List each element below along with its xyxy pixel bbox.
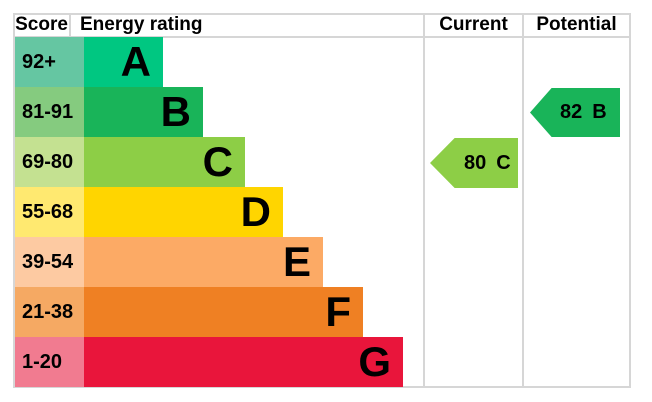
band-c-score-range: 69-80: [15, 137, 84, 187]
potential-rating-value: 82: [560, 101, 583, 123]
band-row-g: 1-20 G: [15, 337, 403, 387]
score-column-header: Score: [15, 14, 68, 35]
current-rating-value: 80: [464, 151, 487, 174]
energy-rating-column-header: Energy rating: [80, 14, 203, 35]
band-row-c: 69-80 C: [15, 137, 245, 187]
band-row-b: 81-91 B: [15, 87, 203, 137]
potential-rating-band: B: [592, 101, 607, 123]
potential-column-header: Potential: [536, 14, 617, 35]
band-g-score-range: 1-20: [15, 337, 84, 387]
band-b-bar: B: [84, 87, 203, 137]
band-row-e: 39-54 E: [15, 237, 323, 287]
table-border-bottom: [13, 386, 631, 388]
band-row-a: 92+ A: [15, 37, 163, 87]
band-e-score-range: 39-54: [15, 237, 84, 287]
band-d-score-range: 55-68: [15, 187, 84, 237]
band-d-bar: D: [84, 187, 283, 237]
band-e-bar: E: [84, 237, 323, 287]
current-rating-band: C: [496, 151, 511, 174]
band-a-bar: A: [84, 37, 163, 87]
band-f-bar: F: [84, 287, 363, 337]
potential-rating-arrow: 82 B: [530, 88, 620, 137]
header-bottom-border: [13, 36, 631, 38]
current-rating-arrow: 80 C: [430, 138, 518, 188]
table-border-top: [13, 13, 631, 15]
potential-column-divider: [522, 13, 524, 388]
current-column-header: Current: [439, 14, 508, 35]
band-row-d: 55-68 D: [15, 187, 283, 237]
band-g-bar: G: [84, 337, 403, 387]
table-border-left: [13, 13, 15, 388]
band-row-f: 21-38 F: [15, 287, 363, 337]
score-column-divider: [69, 13, 71, 38]
band-c-bar: C: [84, 137, 245, 187]
band-b-score-range: 81-91: [15, 87, 84, 137]
band-f-score-range: 21-38: [15, 287, 84, 337]
current-column-divider: [423, 13, 425, 388]
table-border-right: [629, 13, 631, 388]
band-a-score-range: 92+: [15, 37, 84, 87]
